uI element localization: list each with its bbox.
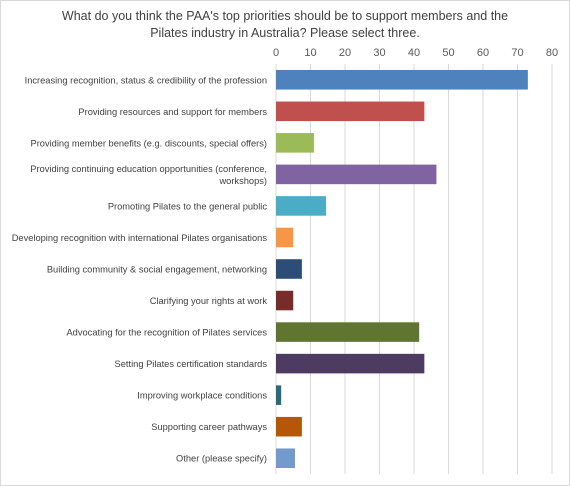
category-label: Providing continuing education opportuni… [30,164,267,186]
category-label: Advocating for the recognition of Pilate… [66,328,267,338]
bar [276,259,302,279]
category-label: Promoting Pilates to the general public [108,201,268,211]
category-label-line: Providing member benefits (e.g. discount… [31,138,268,148]
x-tick-label: 80 [546,47,558,59]
bar [276,448,295,469]
bar [276,353,425,374]
x-tick-label: 40 [408,47,420,59]
category-label: Setting Pilates certification standards [115,359,268,369]
bar [276,416,302,437]
category-label: Improving workplace conditions [137,391,267,401]
category-label-line: Supporting career pathways [151,422,267,432]
bar [276,385,282,405]
category-label: Building community & social engagement, … [47,265,267,275]
category-label: Increasing recognition, status & credibi… [25,75,267,85]
x-tick-label: 20 [339,47,351,59]
category-label-line: Providing resources and support for memb… [78,107,267,117]
x-tick-label: 50 [442,47,454,59]
category-label-line: Developing recognition with internationa… [12,233,268,243]
category-label: Supporting career pathways [151,422,267,432]
category-label-line: Other (please specify) [176,454,267,464]
category-label: Other (please specify) [176,454,267,464]
category-label: Developing recognition with internationa… [12,233,268,243]
category-label-line: Providing continuing education opportuni… [30,164,267,174]
bar [276,133,314,153]
category-label: Providing resources and support for memb… [78,107,267,117]
category-label-line: workshops) [218,176,267,186]
category-label-line: Clarifying your rights at work [150,296,268,306]
bar [276,322,420,342]
bar [276,101,425,122]
chart-title: What do you think the PAA's top prioriti… [20,8,550,42]
chart-title-line-1: What do you think the PAA's top prioriti… [61,9,509,23]
category-label: Providing member benefits (e.g. discount… [31,138,268,148]
category-label-line: Promoting Pilates to the general public [108,201,268,211]
bar [276,196,327,216]
category-label-line: Advocating for the recognition of Pilate… [66,328,267,338]
category-label-line: Improving workplace conditions [137,391,267,401]
category-label: Clarifying your rights at work [150,296,268,306]
bar [276,227,294,248]
bar [276,69,528,90]
x-tick-label: 0 [273,47,279,59]
category-label-line: Building community & social engagement, … [47,265,267,275]
chart-title-line-2: Pilates industry in Australia? Please se… [150,26,420,40]
bar [276,290,294,311]
x-tick-label: 70 [511,47,523,59]
category-label-line: Setting Pilates certification standards [115,359,268,369]
x-tick-label: 60 [477,47,489,59]
x-tick-label: 30 [373,47,385,59]
bar [276,164,437,185]
category-label-line: Increasing recognition, status & credibi… [25,75,267,85]
x-tick-label: 10 [304,47,316,59]
